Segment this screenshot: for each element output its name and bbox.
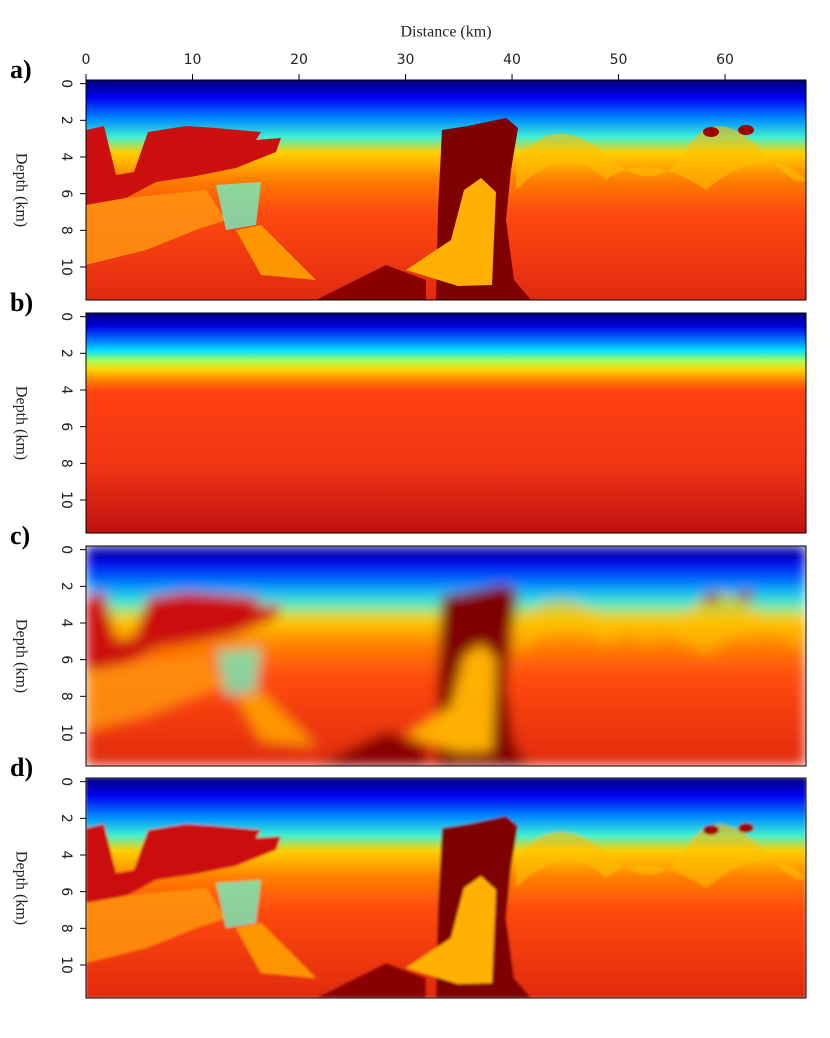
y-axis-label: Depth (km)	[12, 851, 29, 925]
y-tick-label: 10	[58, 491, 74, 509]
panel-label: d)	[10, 753, 33, 782]
x-tick-label: 40	[503, 52, 521, 68]
y-tick-label: 4	[58, 851, 74, 860]
panel-frame	[85, 545, 807, 767]
y-tick-label: 8	[58, 692, 74, 701]
y-tick-label: 8	[58, 226, 74, 235]
y-tick-label: 6	[58, 887, 74, 896]
x-tick-label: 60	[716, 52, 734, 68]
y-tick-label: 10	[58, 724, 74, 742]
y-tick-label: 6	[58, 189, 74, 198]
x-tick-label: 10	[184, 52, 202, 68]
x-tick-label: 50	[610, 52, 628, 68]
y-tick-label: 8	[58, 459, 74, 468]
x-axis-label: Distance (km)	[400, 24, 491, 41]
panel-image	[86, 313, 806, 533]
y-tick-label: 4	[58, 386, 74, 395]
y-tick-label: 0	[58, 79, 74, 88]
y-axis-label: Depth (km)	[12, 386, 29, 460]
y-tick-label: 6	[58, 655, 74, 664]
panel-label: b)	[10, 288, 33, 317]
panel-image	[86, 546, 806, 766]
x-tick-label: 20	[290, 52, 308, 68]
x-tick-label: 30	[397, 52, 415, 68]
y-tick-label: 0	[58, 545, 74, 554]
panel-frame	[85, 312, 807, 534]
y-tick-label: 0	[58, 777, 74, 786]
x-tick-label: 0	[82, 52, 91, 68]
panel-image	[86, 778, 806, 998]
y-axis-label: Depth (km)	[12, 153, 29, 227]
y-tick-label: 10	[58, 258, 74, 276]
y-tick-label: 4	[58, 619, 74, 628]
panel-label: c)	[10, 521, 30, 550]
y-tick-label: 8	[58, 924, 74, 933]
panel-image	[86, 80, 806, 300]
y-tick-label: 2	[58, 116, 74, 125]
y-tick-label: 2	[58, 349, 74, 358]
y-tick-label: 0	[58, 312, 74, 321]
y-tick-label: 2	[58, 814, 74, 823]
panel-frame	[85, 777, 807, 999]
panel-frame	[85, 79, 807, 301]
y-tick-label: 4	[58, 153, 74, 162]
y-axis-label: Depth (km)	[12, 619, 29, 693]
panel-label: a)	[10, 55, 32, 84]
y-tick-label: 2	[58, 582, 74, 591]
y-tick-label: 6	[58, 422, 74, 431]
y-tick-label: 10	[58, 956, 74, 974]
